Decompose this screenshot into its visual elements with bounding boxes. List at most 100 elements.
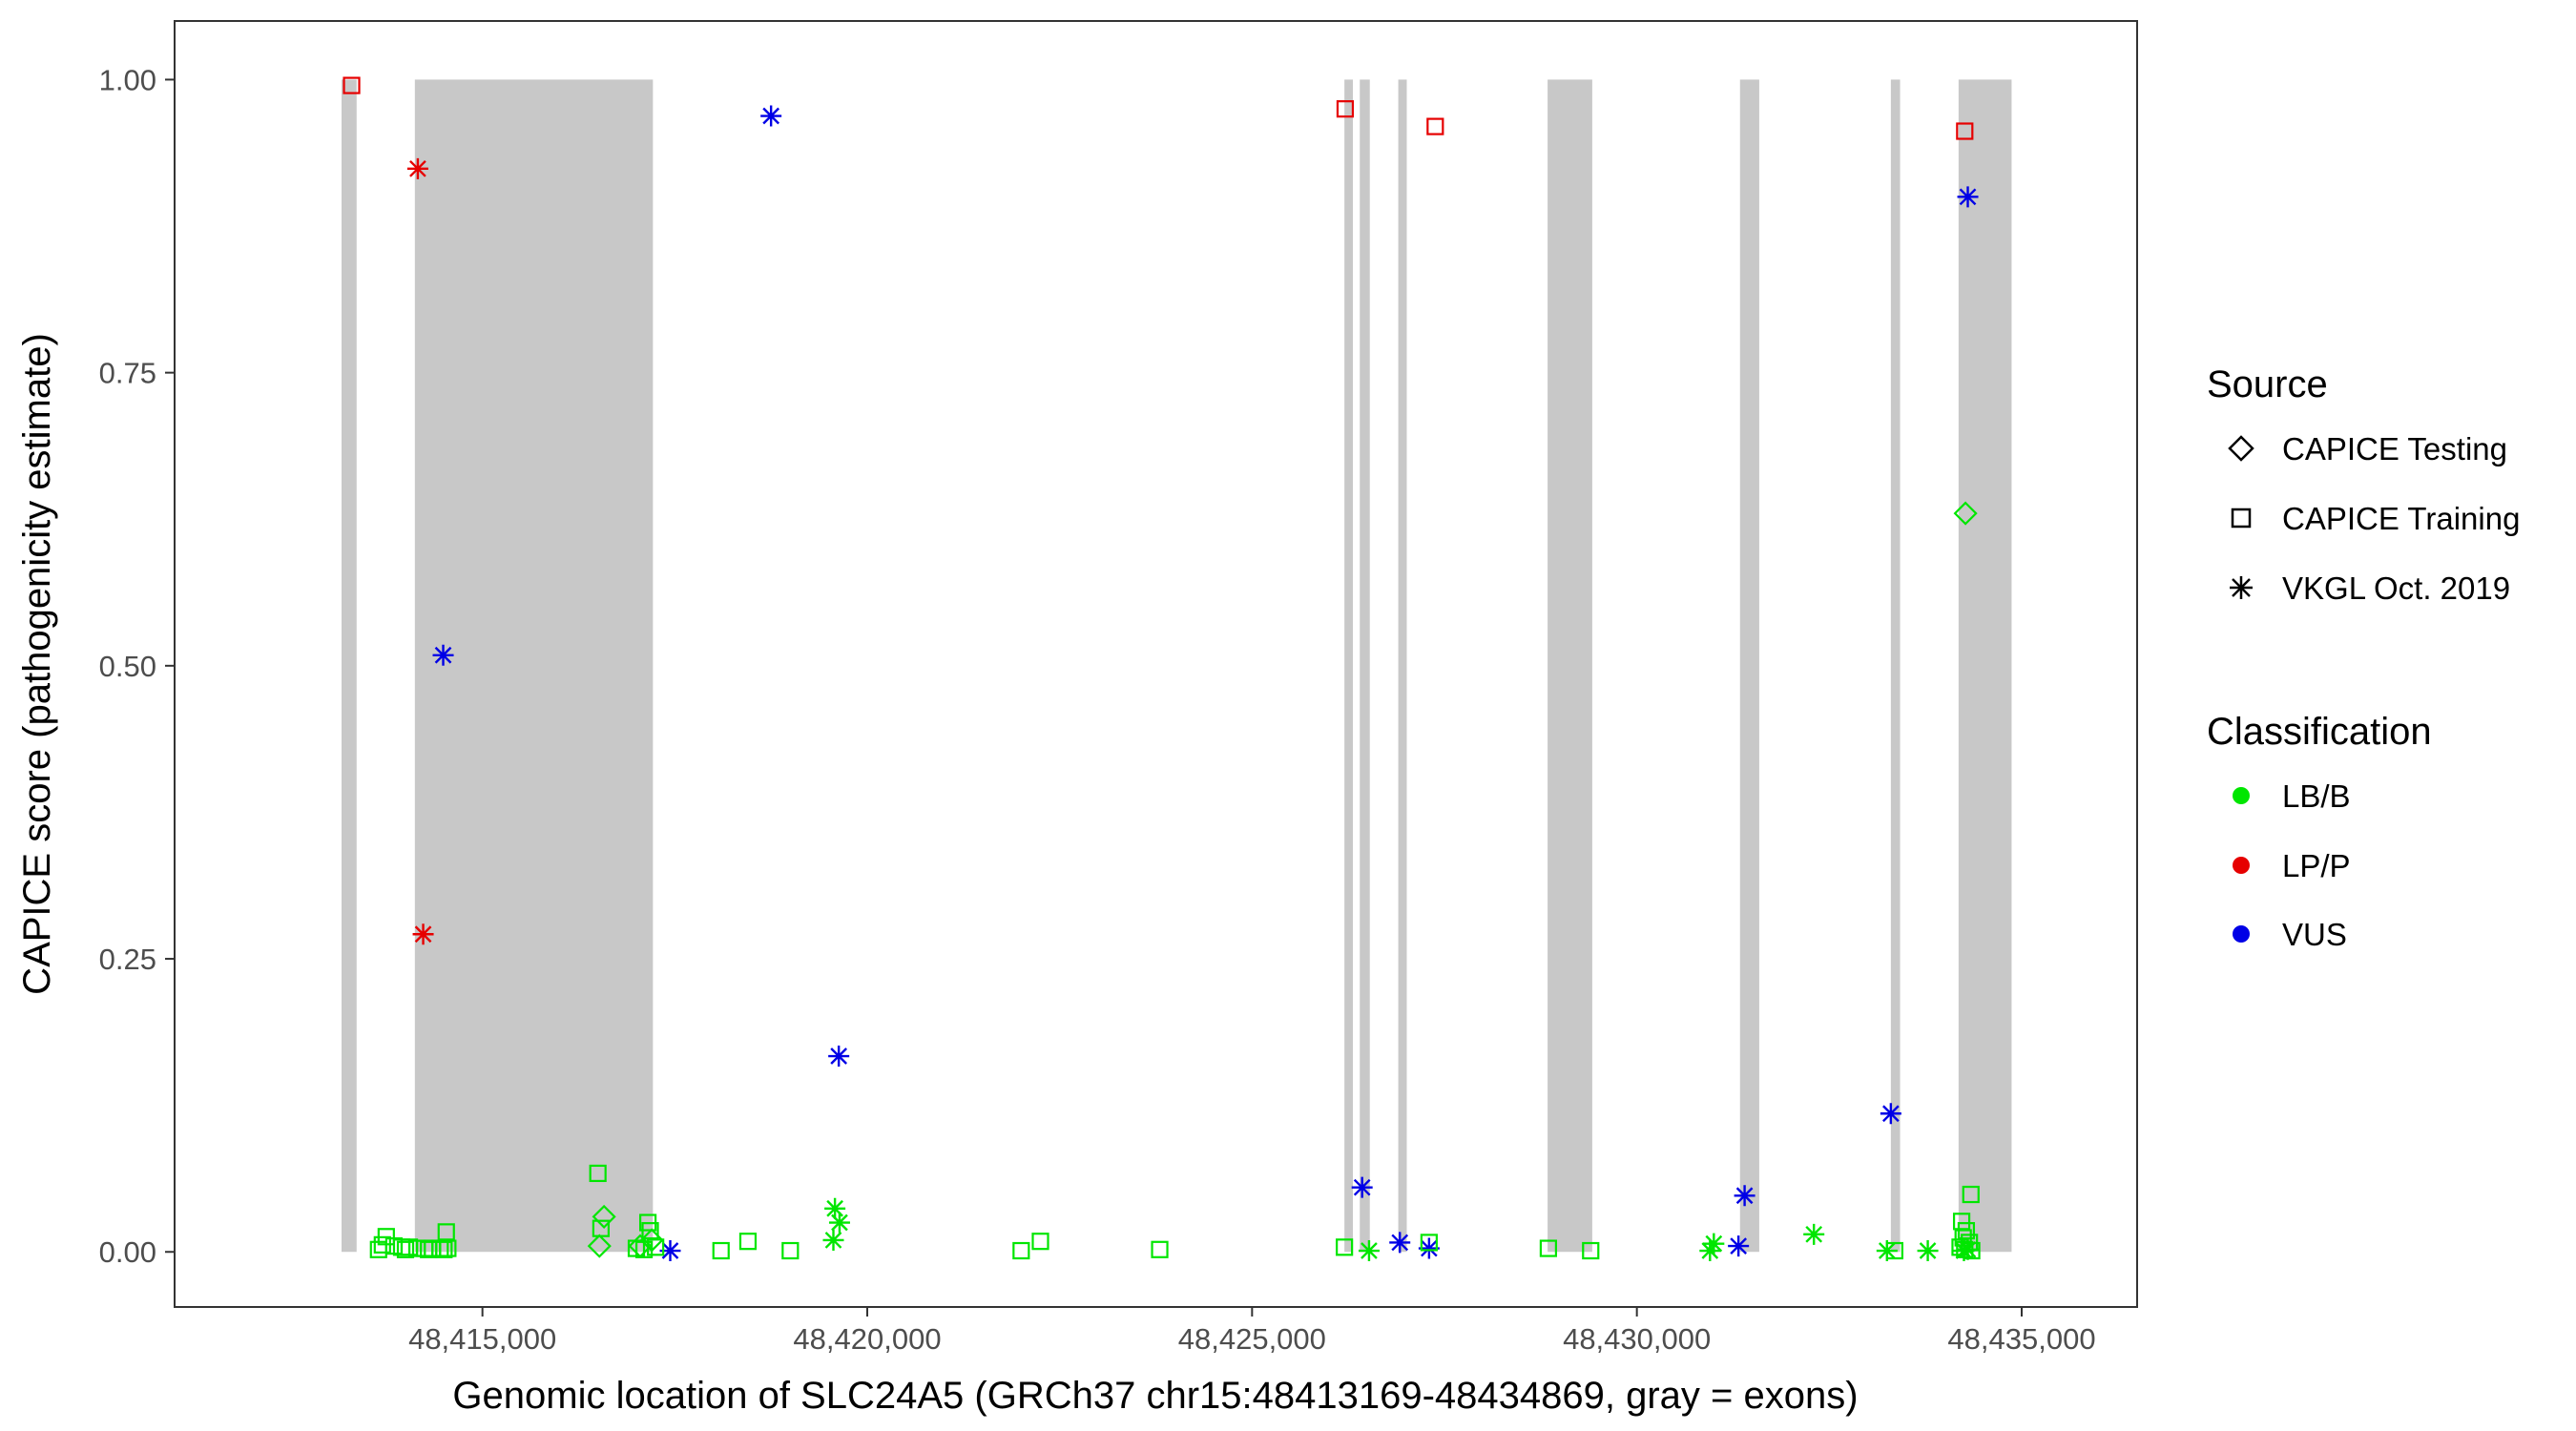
data-point — [1952, 1213, 1971, 1231]
data-point — [437, 1223, 455, 1241]
data-point — [738, 1233, 758, 1251]
x-axis-title: Genomic location of SLC24A5 (GRCh37 chr1… — [452, 1375, 1858, 1417]
exon-band — [1398, 79, 1407, 1253]
data-point — [406, 157, 428, 179]
x-tick-label: 48,435,000 — [1947, 1322, 2095, 1356]
data-point — [1953, 501, 1978, 526]
x-tick-label: 48,425,000 — [1178, 1322, 1326, 1356]
data-point — [822, 1229, 844, 1251]
data-point — [432, 644, 454, 666]
legend-label: VUS — [2282, 917, 2347, 952]
data-point — [396, 1240, 415, 1258]
data-point — [369, 1240, 387, 1258]
x-tick-label: 48,420,000 — [793, 1322, 941, 1356]
exon-band — [1958, 79, 2012, 1253]
data-point — [1151, 1240, 1169, 1258]
legend-item-capice-training: CAPICE Training — [2231, 501, 2520, 536]
data-point — [1012, 1241, 1030, 1260]
legend-item-vkgl: VKGL Oct. 2019 — [2230, 570, 2510, 606]
exon-band — [1344, 79, 1354, 1253]
data-point — [1703, 1233, 1725, 1255]
data-point — [828, 1046, 850, 1068]
data-point — [412, 923, 434, 945]
data-point — [1728, 1235, 1750, 1257]
legend-item-lbb: LB/B — [2233, 778, 2351, 814]
legend-color-key — [2233, 787, 2250, 804]
legend-label: LP/P — [2282, 848, 2351, 883]
data-point — [420, 1240, 438, 1258]
data-point — [1962, 1185, 1980, 1204]
exon-band — [414, 79, 654, 1253]
exon-band — [1890, 79, 1901, 1253]
x-axis: 48,415,000 48,420,000 48,425,000 48,430,000… — [408, 1307, 2096, 1356]
data-point — [824, 1197, 846, 1219]
legend-source-title: Source — [2207, 363, 2328, 405]
x-tick-label: 48,430,000 — [1563, 1322, 1711, 1356]
exon-band — [1739, 79, 1759, 1253]
data-point — [1699, 1240, 1721, 1262]
data-points — [343, 76, 1981, 1262]
exon-band — [1548, 79, 1592, 1253]
data-point — [641, 1222, 659, 1240]
exon-band — [341, 79, 357, 1253]
legend-classification-title: Classification — [2207, 711, 2432, 753]
data-point — [343, 76, 361, 94]
data-point — [587, 1234, 612, 1258]
data-point — [592, 1219, 610, 1237]
legend-label: LB/B — [2282, 778, 2351, 814]
data-point — [1957, 1238, 1979, 1260]
y-tick-label: 1.00 — [99, 63, 156, 96]
data-point — [1956, 122, 1974, 140]
legend-label: CAPICE Testing — [2282, 431, 2507, 467]
data-point — [712, 1241, 730, 1260]
y-tick-label: 0.00 — [99, 1235, 156, 1269]
data-point — [828, 1212, 850, 1234]
data-point — [589, 1164, 607, 1183]
y-axis: 0.00 0.25 0.50 0.75 1.00 — [99, 63, 175, 1269]
data-point — [1539, 1239, 1558, 1257]
data-point — [1426, 117, 1444, 135]
data-point — [1734, 1185, 1755, 1207]
plot-panel-border — [174, 20, 2138, 1308]
data-point — [1953, 1240, 1975, 1262]
y-tick-label: 0.50 — [99, 650, 156, 683]
data-point — [1336, 100, 1355, 118]
data-point — [1582, 1241, 1600, 1260]
legend-diamond-key — [2228, 435, 2254, 462]
data-point — [1336, 1238, 1354, 1256]
legend: Source CAPICE Testing CAPICE Training VK… — [2207, 363, 2520, 952]
exon-bands — [341, 79, 2012, 1253]
y-axis-title: CAPICE score (pathogenicity estimate) — [16, 333, 58, 995]
data-point — [1389, 1232, 1411, 1254]
data-point — [592, 1204, 616, 1229]
data-point — [760, 105, 782, 127]
data-point — [647, 1238, 665, 1256]
data-point — [1957, 186, 1979, 208]
data-point — [659, 1240, 681, 1262]
data-point — [1418, 1237, 1440, 1259]
data-point — [1358, 1240, 1380, 1262]
data-point — [1876, 1240, 1898, 1262]
legend-item-capice-testing: CAPICE Testing — [2228, 431, 2507, 467]
legend-item-vus: VUS — [2233, 917, 2347, 952]
data-point — [1880, 1103, 1901, 1125]
legend-color-key — [2233, 857, 2250, 874]
data-point — [1420, 1234, 1438, 1252]
legend-square-key — [2231, 508, 2252, 529]
data-point — [1031, 1233, 1049, 1251]
legend-item-lpp: LP/P — [2233, 848, 2351, 883]
legend-asterisk-key — [2230, 576, 2253, 599]
legend-label: VKGL Oct. 2019 — [2282, 570, 2510, 606]
data-point — [439, 1239, 457, 1257]
data-point — [1803, 1223, 1825, 1245]
exon-band — [1360, 79, 1370, 1253]
data-point — [1351, 1176, 1373, 1198]
legend-color-key — [2233, 925, 2250, 943]
x-tick-label: 48,415,000 — [408, 1322, 556, 1356]
data-point — [1917, 1240, 1939, 1262]
data-point — [781, 1241, 800, 1260]
y-tick-label: 0.75 — [99, 357, 156, 390]
y-tick-label: 0.25 — [99, 943, 156, 976]
legend-label: CAPICE Training — [2282, 501, 2520, 536]
